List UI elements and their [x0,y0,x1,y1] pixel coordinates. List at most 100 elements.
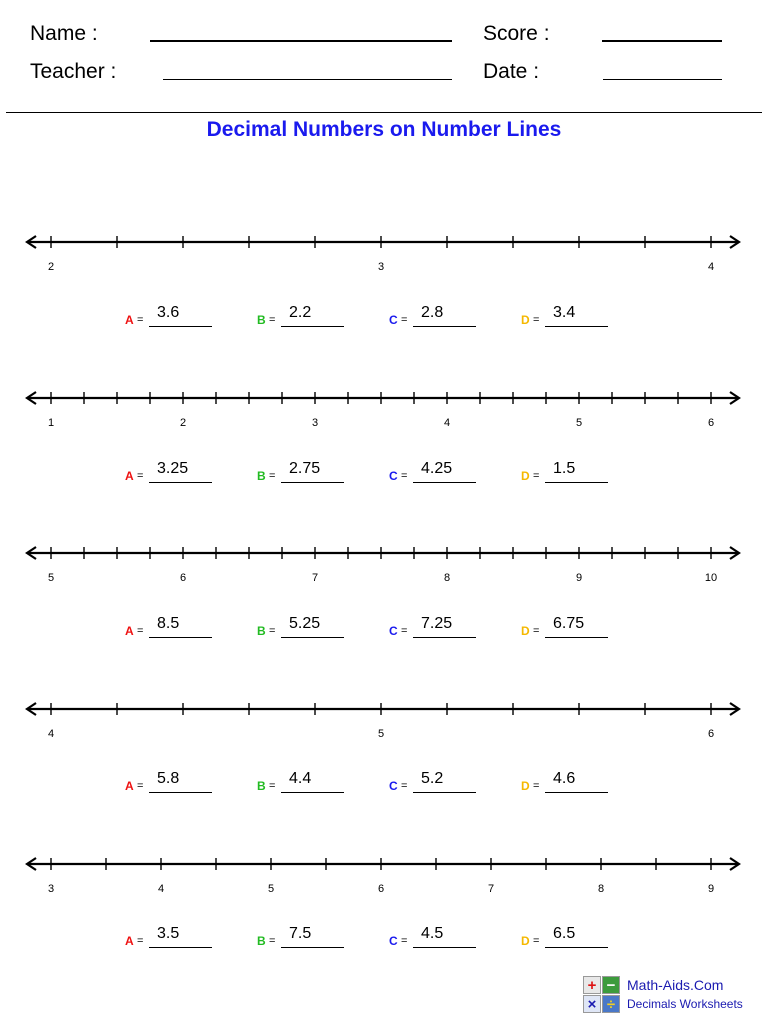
answer-value: 7.25 [421,615,453,632]
score-label: Score : [483,22,550,45]
answer-blank[interactable] [545,309,608,327]
answer-letter: C [389,313,398,327]
answer-blank[interactable] [545,930,608,948]
equals-sign: = [269,625,276,637]
equals-sign: = [137,470,144,482]
answer-letter: A [125,624,134,638]
tick-label: 6 [180,572,186,584]
math-operations-icon: + − × ÷ [583,976,621,1014]
answer-letter: B [257,779,266,793]
tick-label: 1 [48,417,54,429]
answer-blank[interactable] [149,775,212,793]
divide-icon: ÷ [602,995,620,1013]
answer-blank[interactable] [281,465,344,483]
answer-blank[interactable] [545,620,608,638]
tick-label: 8 [444,572,450,584]
date-label: Date : [483,60,540,83]
right-arrow-icon [729,857,741,871]
right-arrow-icon [729,391,741,405]
equals-sign: = [401,470,408,482]
answer-blank[interactable] [281,775,344,793]
answer-blank[interactable] [413,309,476,327]
equals-sign: = [269,935,276,947]
minus-icon: − [602,976,620,994]
answer-letter: D [521,313,530,327]
tick-label: 6 [708,728,714,740]
answer-value: 3.25 [157,460,189,477]
equals-sign: = [533,470,540,482]
answer-blank[interactable] [281,930,344,948]
answer-value: 2.8 [421,304,444,321]
left-arrow-icon [25,702,37,716]
equals-sign: = [269,470,276,482]
logo-subtitle: Decimals Worksheets [627,997,743,1011]
answer-blank[interactable] [149,465,212,483]
answer-letter: B [257,934,266,948]
answer-value: 3.4 [553,304,576,321]
tick-label: 5 [268,883,274,895]
tick-label: 4 [444,417,450,429]
tick-label: 6 [708,417,714,429]
equals-sign: = [533,935,540,947]
equals-sign: = [137,625,144,637]
times-icon: × [583,995,601,1013]
answer-blank[interactable] [149,620,212,638]
left-arrow-icon [25,391,37,405]
answer-letter: B [257,469,266,483]
tick-label: 3 [312,417,318,429]
equals-sign: = [533,314,540,326]
date-field[interactable] [603,79,722,80]
page-title: Decimal Numbers on Number Lines [206,118,562,141]
answer-blank[interactable] [413,465,476,483]
number-line: 5 6 7 8 9 10 [25,546,741,584]
answer-letter: C [389,624,398,638]
answer-letter: A [125,934,134,948]
equals-sign: = [137,780,144,792]
answer-value: 2.75 [289,460,321,477]
tick-label: 3 [48,883,54,895]
tick-label: 8 [598,883,604,895]
tick-label: 6 [378,883,384,895]
plus-icon: + [583,976,601,994]
tick-label: 5 [576,417,582,429]
logo-name: Math-Aids.Com [627,977,724,993]
answer-value: 4.25 [421,460,453,477]
answer-blank[interactable] [545,775,608,793]
answer-blank[interactable] [281,309,344,327]
score-field[interactable] [602,40,722,42]
tick-label: 9 [708,883,714,895]
answer-value: 6.75 [553,615,585,632]
left-arrow-icon [25,235,37,249]
answer-blank[interactable] [413,930,476,948]
name-label: Name : [30,22,98,45]
right-arrow-icon [729,235,741,249]
answer-blank[interactable] [413,775,476,793]
answer-blank[interactable] [545,465,608,483]
equals-sign: = [269,780,276,792]
answer-blank[interactable] [413,620,476,638]
equals-sign: = [533,780,540,792]
name-field[interactable] [150,40,452,42]
answer-value: 3.5 [157,925,180,942]
answer-blank[interactable] [281,620,344,638]
answer-value: 5.2 [421,770,444,787]
equals-sign: = [401,935,408,947]
right-arrow-icon [729,546,741,560]
answer-blank[interactable] [149,309,212,327]
answer-blank[interactable] [149,930,212,948]
answer-letter: B [257,313,266,327]
tick-label: 4 [48,728,54,740]
tick-label: 4 [158,883,164,895]
answer-letter: D [521,779,530,793]
teacher-field[interactable] [163,79,452,80]
answer-value: 1.5 [553,460,576,477]
answer-value: 8.5 [157,615,180,632]
equals-sign: = [401,780,408,792]
equals-sign: = [269,314,276,326]
equals-sign: = [137,314,144,326]
tick-label: 5 [378,728,384,740]
answer-letter: D [521,624,530,638]
tick-label: 9 [576,572,582,584]
answer-letter: B [257,624,266,638]
